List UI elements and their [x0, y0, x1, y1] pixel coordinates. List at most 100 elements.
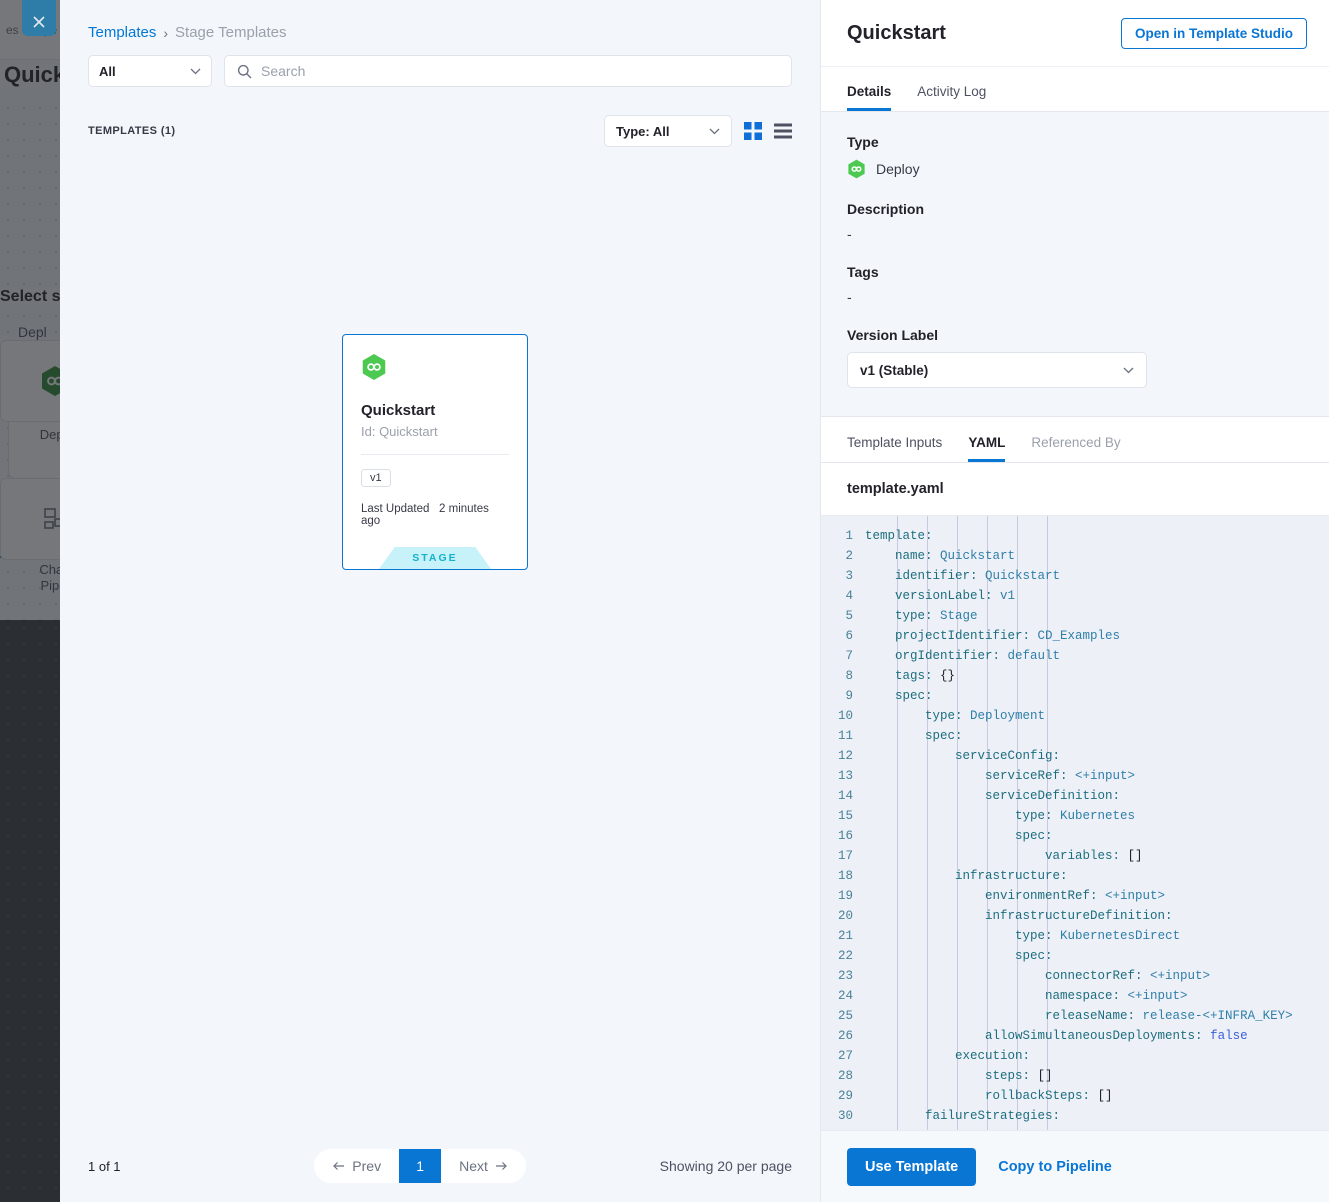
- yaml-line-number: 8: [845, 669, 853, 683]
- yaml-indent-guide: [897, 516, 899, 1130]
- breadcrumb-templates-link[interactable]: Templates: [88, 24, 157, 41]
- type-label: Type: [847, 134, 879, 150]
- yaml-line-code: steps: []: [865, 1069, 1053, 1083]
- yaml-line-code: type: Deployment: [865, 709, 1046, 723]
- yaml-line: 26 allowSimultaneousDeployments: false: [821, 1029, 1329, 1049]
- yaml-line-number: 4: [845, 589, 853, 603]
- yaml-line-number: 15: [837, 809, 853, 823]
- yaml-line-code: failureStrategies:: [865, 1109, 1061, 1123]
- template-card-quickstart[interactable]: Quickstart Id: Quickstart v1 Last Update…: [342, 334, 528, 570]
- yaml-line-number: 11: [837, 729, 853, 743]
- yaml-line: 7 orgIdentifier: default: [821, 649, 1329, 669]
- yaml-indent-guide: [1017, 516, 1019, 1130]
- template-details-panel: Quickstart Open in Template Studio Detai…: [820, 0, 1329, 1202]
- type-filter-select[interactable]: Type: All: [604, 115, 732, 147]
- search-input[interactable]: [261, 63, 779, 79]
- page-range-label: 1 of 1: [88, 1158, 121, 1174]
- pagination-bar: 1 of 1 Prev 1 Next Showing 20 per page: [60, 1130, 820, 1202]
- yaml-line: 8 tags: {}: [821, 669, 1329, 689]
- close-icon: [33, 16, 45, 28]
- tags-group: Tags -: [847, 264, 1303, 305]
- yaml-line: 17 variables: []: [821, 849, 1329, 869]
- next-page-label: Next: [459, 1158, 488, 1174]
- tab-activity-log[interactable]: Activity Log: [917, 84, 987, 99]
- search-box[interactable]: [224, 55, 792, 87]
- yaml-line-code: type: Kubernetes: [865, 809, 1136, 823]
- yaml-line-code: serviceRef: <+input>: [865, 769, 1136, 783]
- breadcrumb: Templates › Stage Templates: [60, 0, 820, 41]
- yaml-line: 1 template:: [821, 529, 1329, 549]
- yaml-line-number: 20: [837, 909, 853, 923]
- yaml-line-number: 22: [837, 949, 853, 963]
- tab-referenced-by[interactable]: Referenced By: [1031, 435, 1121, 450]
- yaml-line-code: tags: {}: [865, 669, 956, 683]
- yaml-line-number: 3: [845, 569, 853, 583]
- yaml-line: 12 serviceConfig:: [821, 749, 1329, 769]
- details-body: Type Deploy Description - Tags - Version…: [821, 112, 1329, 410]
- yaml-line: 19 environmentRef: <+input>: [821, 889, 1329, 909]
- yaml-line: 21 type: KubernetesDirect: [821, 929, 1329, 949]
- yaml-line-number: 25: [837, 1009, 853, 1023]
- yaml-line: 25 releaseName: release-<+INFRA_KEY>: [821, 1009, 1329, 1029]
- last-updated-value: 2 minutes ago: [361, 503, 489, 527]
- yaml-line-code: projectIdentifier: CD_Examples: [865, 629, 1121, 643]
- grid-view-icon: [744, 122, 762, 140]
- tags-value: -: [847, 289, 852, 305]
- yaml-line-number: 23: [837, 969, 853, 983]
- yaml-line: 10 type: Deployment: [821, 709, 1329, 729]
- yaml-line: 22 spec:: [821, 949, 1329, 969]
- scope-filter-select[interactable]: All: [88, 55, 212, 87]
- yaml-indent-guide: [987, 516, 989, 1130]
- yaml-lines: 1 template: 2 name: Quickstart 3 identifier…: [821, 529, 1329, 1129]
- prev-page-button[interactable]: Prev: [314, 1149, 399, 1183]
- yaml-line: 13 serviceRef: <+input>: [821, 769, 1329, 789]
- yaml-line-number: 21: [837, 929, 853, 943]
- yaml-line-number: 6: [845, 629, 853, 643]
- template-list-header: TEMPLATES (1) Type: All: [60, 87, 820, 147]
- type-value-row: Deploy: [847, 159, 1303, 179]
- yaml-indent-guide: [927, 516, 929, 1130]
- yaml-filename: template.yaml: [821, 463, 1329, 516]
- yaml-line-number: 7: [845, 649, 853, 663]
- next-page-button[interactable]: Next: [441, 1149, 526, 1183]
- yaml-line-code: template:: [865, 529, 933, 543]
- use-template-button[interactable]: Use Template: [847, 1147, 977, 1186]
- tab-details[interactable]: Details: [847, 84, 892, 111]
- yaml-line-number: 30: [837, 1109, 853, 1123]
- yaml-line-code: spec:: [865, 689, 933, 703]
- yaml-line-number: 28: [837, 1069, 853, 1083]
- grid-view-toggle[interactable]: [744, 122, 762, 140]
- yaml-line-code: releaseName: release-<+INFRA_KEY>: [865, 1009, 1293, 1023]
- yaml-indent-guide: [957, 516, 959, 1130]
- tab-template-inputs[interactable]: Template Inputs: [847, 435, 943, 450]
- yaml-line: 18 infrastructure:: [821, 869, 1329, 889]
- yaml-line-code: allowSimultaneousDeployments: false: [865, 1029, 1248, 1043]
- yaml-line: 9 spec:: [821, 689, 1329, 709]
- yaml-line-code: rollbackSteps: []: [865, 1089, 1113, 1103]
- per-page-label: Showing 20 per page: [659, 1158, 792, 1174]
- yaml-line-number: 26: [837, 1029, 853, 1043]
- copy-to-pipeline-button[interactable]: Copy to Pipeline: [998, 1158, 1112, 1175]
- scope-filter-value: All: [99, 63, 116, 79]
- yaml-line: 24 namespace: <+input>: [821, 989, 1329, 1009]
- close-modal-button[interactable]: [22, 0, 56, 36]
- yaml-line-number: 18: [837, 869, 853, 883]
- yaml-line: 29 rollbackSteps: []: [821, 1089, 1329, 1109]
- deploy-hexagon-icon: [848, 159, 865, 179]
- yaml-line: 20 infrastructureDefinition:: [821, 909, 1329, 929]
- description-value: -: [847, 226, 852, 242]
- page-number-1[interactable]: 1: [399, 1149, 442, 1183]
- tags-label: Tags: [847, 264, 879, 280]
- yaml-line-code: type: KubernetesDirect: [865, 929, 1181, 943]
- tab-yaml[interactable]: YAML: [968, 435, 1006, 462]
- breadcrumb-separator-icon: ›: [163, 24, 169, 41]
- yaml-line-code: type: Stage: [865, 609, 978, 623]
- yaml-line: 15 type: Kubernetes: [821, 809, 1329, 829]
- list-view-toggle[interactable]: [774, 123, 792, 139]
- version-label-select[interactable]: v1 (Stable): [847, 352, 1147, 388]
- yaml-line-code: infrastructure:: [865, 869, 1068, 883]
- deploy-hexagon-icon: [362, 354, 386, 380]
- open-in-template-studio-button[interactable]: Open in Template Studio: [1120, 17, 1307, 49]
- yaml-line: 4 versionLabel: v1: [821, 589, 1329, 609]
- yaml-code-viewer[interactable]: 1 template: 2 name: Quickstart 3 identifier…: [821, 516, 1329, 1130]
